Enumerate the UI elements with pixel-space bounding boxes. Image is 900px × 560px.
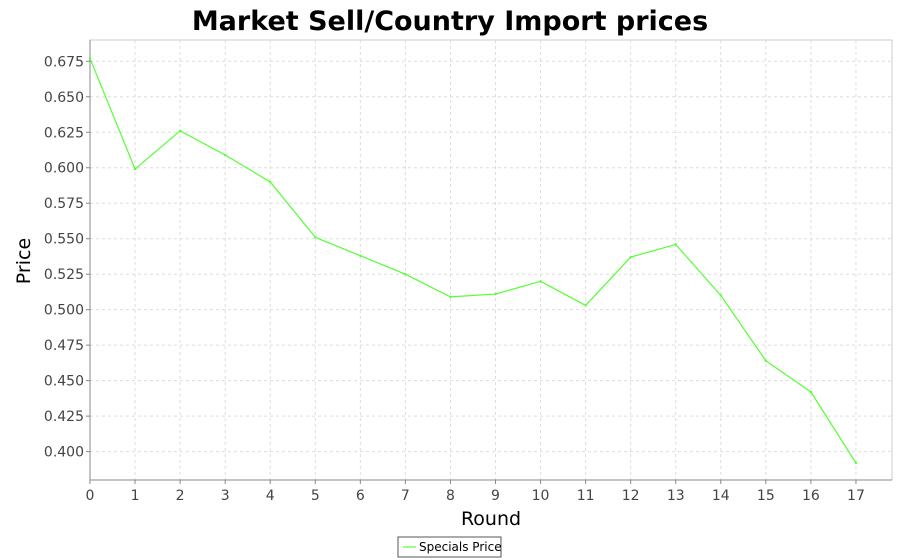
series-line-specials-price [89, 58, 857, 464]
data-point [674, 243, 677, 246]
y-tick-label: 0.525 [44, 267, 84, 283]
grid-lines [89, 39, 893, 481]
y-tick-label: 0.650 [44, 90, 84, 106]
x-tick-label: 6 [356, 488, 365, 504]
x-tick-label: 7 [401, 488, 410, 504]
x-tick-label: 0 [86, 488, 95, 504]
data-point [854, 461, 858, 465]
y-tick-label: 0.550 [44, 232, 84, 248]
data-point [223, 153, 227, 157]
x-tick-label: 12 [622, 488, 640, 504]
data-point [314, 236, 317, 239]
data-point [719, 294, 722, 297]
y-tick-label: 0.475 [44, 338, 84, 354]
data-point [494, 292, 497, 296]
data-point [359, 254, 362, 257]
x-axis-label: Round [461, 508, 521, 530]
legend-label-specials-price: Specials Price [419, 540, 502, 554]
y-tick-label: 0.500 [44, 303, 84, 319]
chart-title: Market Sell/Country Import prices [192, 6, 708, 37]
x-tick-label: 10 [532, 488, 550, 504]
data-point [269, 180, 272, 184]
y-tick-label: 0.450 [44, 374, 84, 390]
legend-box [397, 536, 502, 558]
x-tick-label: 8 [446, 488, 455, 504]
y-tick-label: 0.600 [44, 161, 84, 177]
data-point [809, 390, 813, 394]
data-point [178, 129, 182, 133]
x-tick-label: 4 [266, 488, 275, 504]
data-point [449, 295, 452, 299]
legend: Specials Price [397, 536, 502, 558]
series-layer [88, 57, 858, 465]
x-tick-label: 9 [491, 488, 500, 504]
plot-area [89, 39, 893, 481]
axes: 0 1 2 3 4 5 6 7 8 9 10 11 12 13 14 15 16 170.4000.4250.45… [44, 40, 892, 504]
x-tick-label: 5 [311, 488, 320, 504]
data-point [539, 280, 542, 283]
x-tick-label: 14 [712, 488, 730, 504]
x-tick-label: 16 [802, 488, 820, 504]
y-axis-label: Price [13, 238, 35, 284]
data-point [404, 272, 407, 276]
data-point [629, 255, 632, 259]
y-tick-label: 0.425 [44, 409, 84, 425]
data-point [584, 304, 587, 307]
data-point [88, 57, 92, 60]
y-tick-label: 0.625 [44, 125, 84, 141]
x-tick-label: 2 [176, 488, 185, 504]
y-tick-label: 0.575 [44, 196, 84, 212]
x-tick-label: 3 [221, 488, 230, 504]
x-tick-label: 17 [847, 488, 865, 504]
x-tick-label: 15 [757, 488, 775, 504]
y-tick-label: 0.400 [44, 445, 84, 461]
x-tick-label: 13 [667, 488, 685, 504]
y-tick-label: 0.675 [44, 54, 84, 70]
data-point [764, 359, 768, 362]
x-tick-label: 11 [577, 488, 595, 504]
data-point [133, 167, 137, 171]
x-tick-label: 1 [131, 488, 140, 504]
